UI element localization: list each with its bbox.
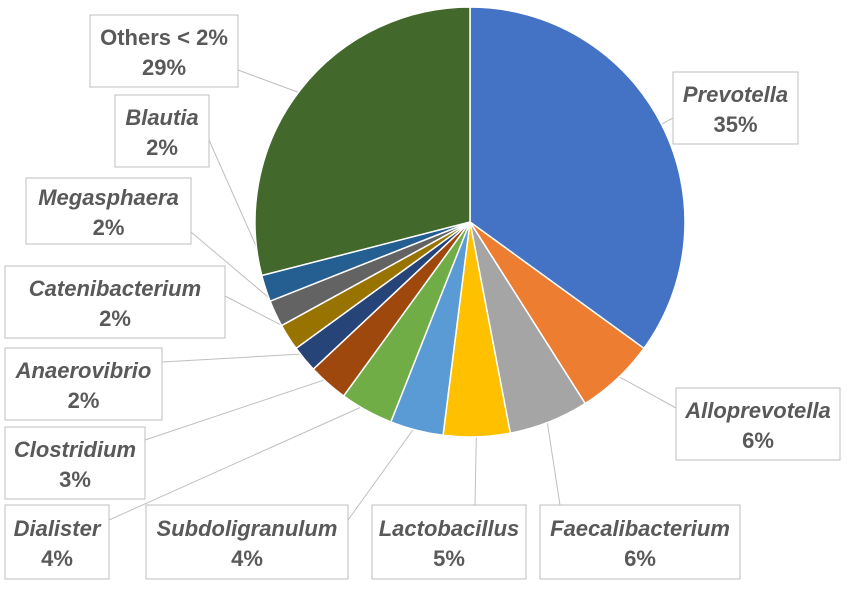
leader-line-alloprevotella: [611, 372, 677, 409]
leader-line-faecalibacterium: [545, 413, 561, 506]
slice-value-label: 3%: [59, 467, 91, 492]
slice-label: Anaerovibrio: [15, 358, 152, 383]
data-label-box: [4, 347, 163, 421]
slice-label: Others < 2%: [100, 25, 228, 50]
data-label-box: [114, 94, 210, 168]
slice-value-label: 4%: [41, 546, 73, 571]
slice-label: Megasphaera: [38, 185, 179, 210]
data-label-alloprevotella: Alloprevotella 6%: [675, 387, 841, 461]
data-label-others-2: Others < 2% 29%: [89, 14, 239, 88]
data-label-box: [4, 265, 226, 339]
data-label-subdoligranulum: Subdoligranulum 4%: [145, 504, 349, 580]
pie-slice-prevotella: [469, 6, 686, 350]
data-label-box: [539, 504, 741, 580]
slice-label: Blautia: [125, 105, 198, 130]
data-label-megasphaera: Megasphaera 2%: [25, 177, 192, 245]
leader-line-clostridium: [144, 376, 334, 441]
slice-value-label: 29%: [142, 55, 186, 80]
data-label-clostridium: Clostridium 3%: [4, 426, 146, 500]
slice-label: Lactobacillus: [379, 516, 520, 541]
leader-line-subdoligranulum: [347, 421, 420, 521]
slice-value-label: 6%: [742, 428, 774, 453]
leader-line-lactobacillus: [474, 428, 477, 506]
slice-value-label: 5%: [433, 546, 465, 571]
slice-value-label: 2%: [68, 388, 100, 413]
slice-value-label: 2%: [146, 135, 178, 160]
slice-value-label: 2%: [93, 215, 125, 240]
leader-line-anaerovibrio: [161, 353, 311, 363]
leader-line-dialister: [108, 402, 371, 521]
data-label-catenibacterium: Catenibacterium 2%: [4, 265, 226, 339]
slice-value-label: 6%: [624, 546, 656, 571]
slice-label: Faecalibacterium: [550, 516, 730, 541]
data-labels: Prevotella35%Alloprevotella6%Faecalibact…: [4, 14, 841, 580]
data-label-blautia: Blautia 2%: [114, 94, 210, 168]
data-label-box: [89, 14, 239, 88]
data-label-box: [672, 71, 799, 145]
data-label-box: [675, 387, 841, 461]
data-label-anaerovibrio: Anaerovibrio 2%: [4, 347, 163, 421]
data-label-box: [4, 504, 110, 580]
data-label-prevotella: Prevotella 35%: [672, 71, 799, 145]
data-label-box: [145, 504, 349, 580]
data-label-lactobacillus: Lactobacillus 5%: [371, 504, 527, 580]
data-label-dialister: Dialister 4%: [4, 504, 110, 580]
data-label-box: [4, 426, 146, 500]
slice-label: Subdoligranulum: [157, 516, 338, 541]
slice-label: Alloprevotella: [684, 398, 830, 423]
slice-value-label: 2%: [99, 306, 131, 331]
slice-value-label: 4%: [231, 546, 263, 571]
pie-slice-others-2: [254, 6, 471, 277]
slice-label: Clostridium: [14, 437, 136, 462]
pie-slices: [254, 6, 686, 438]
data-label-box: [371, 504, 527, 580]
slice-label: Catenibacterium: [29, 276, 201, 301]
data-label-box: [25, 177, 192, 245]
data-label-faecalibacterium: Faecalibacterium 6%: [539, 504, 741, 580]
leader-line-others-2: [237, 69, 308, 96]
slice-label: Dialister: [14, 516, 102, 541]
slice-label: Prevotella: [683, 82, 788, 107]
slice-value-label: 35%: [713, 112, 757, 137]
